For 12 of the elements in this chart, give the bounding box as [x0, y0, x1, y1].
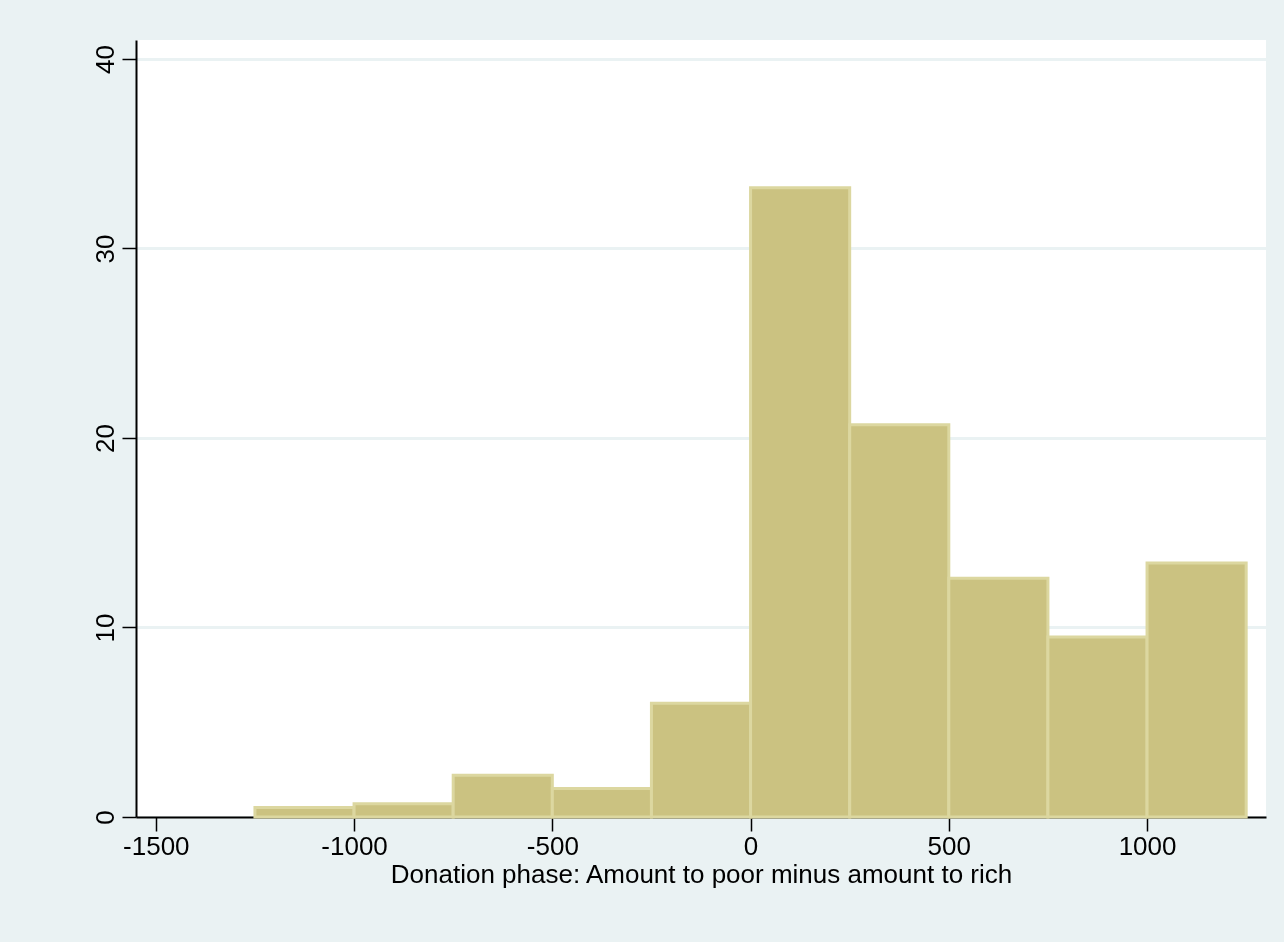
- x-tick-label: -1500: [123, 830, 190, 861]
- x-tick-label: 500: [927, 830, 971, 861]
- y-tick-label: 10: [89, 613, 120, 643]
- y-tick-label: 40: [89, 44, 120, 74]
- x-tick-label: 0: [743, 830, 759, 861]
- y-tick-label: 0: [89, 810, 120, 825]
- y-tick-label: 20: [89, 424, 120, 453]
- x-tick-label: -1000: [321, 830, 388, 861]
- x-tick-label: -500: [526, 830, 579, 861]
- x-axis-title: Donation phase: Amount to poor minus amount to rich: [390, 858, 1013, 889]
- y-tick-label: 30: [89, 234, 120, 264]
- x-tick-label: 1000: [1118, 830, 1177, 861]
